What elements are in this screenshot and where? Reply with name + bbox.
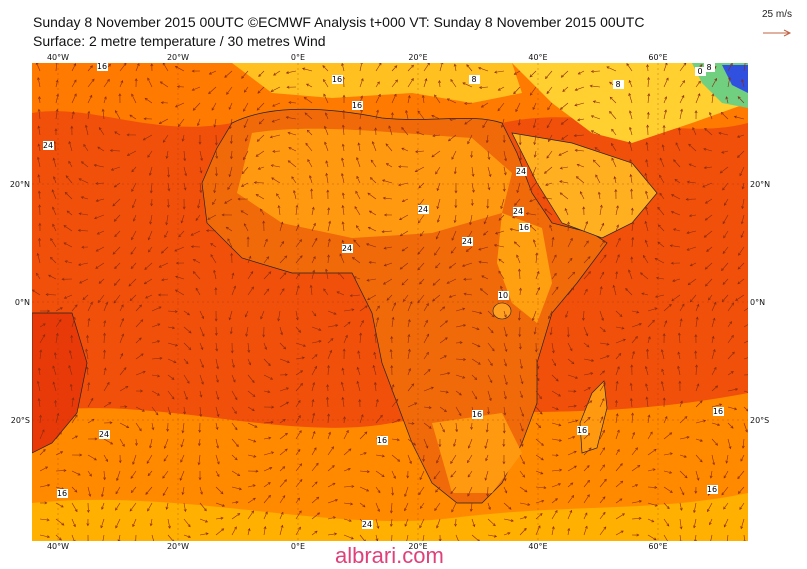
contour-label: 24 — [513, 207, 523, 216]
title-line-2: Surface: 2 metre temperature / 30 metres… — [33, 33, 326, 49]
lat-labels-right: 20°N 0°N 20°S — [750, 180, 770, 425]
lon-label-top: 40°E — [528, 53, 547, 62]
lat-label-left: 20°N — [10, 180, 30, 189]
wind-arrow-head — [749, 323, 751, 325]
wind-arrow-head — [726, 542, 728, 544]
lake-victoria — [493, 303, 511, 319]
lon-label-bottom: 40°W — [47, 542, 69, 551]
lon-label-bottom: 0°E — [291, 542, 305, 551]
lat-label-right: 20°N — [750, 180, 770, 189]
lon-label-top: 20°W — [167, 53, 189, 62]
wind-arrow-head — [751, 373, 753, 375]
lat-label-right: 0°N — [750, 298, 765, 307]
contour-label: 10 — [498, 291, 508, 300]
title-line-1: Sunday 8 November 2015 00UTC ©ECMWF Anal… — [33, 14, 644, 30]
contour-label: 16 — [377, 436, 387, 445]
wind-arrow-head — [457, 541, 459, 543]
contour-label: 24 — [362, 520, 372, 529]
contour-label: 8 — [706, 63, 711, 72]
lat-label-left: 20°S — [11, 416, 30, 425]
contour-label: 0 — [697, 67, 702, 76]
contour-label: 16 — [707, 485, 717, 494]
contour-label: 16 — [97, 62, 107, 71]
lat-label-left: 0°N — [15, 298, 30, 307]
contour-label: 16 — [352, 101, 362, 110]
wind-arrow-head — [748, 356, 750, 358]
contour-label: 16 — [57, 489, 67, 498]
contour-label: 16 — [713, 407, 723, 416]
contour-label: 8 — [615, 80, 620, 89]
lon-label-top: 60°E — [648, 53, 667, 62]
wind-arrow-head — [153, 542, 155, 544]
contour-label: 24 — [342, 244, 352, 253]
contour-label: 24 — [99, 430, 109, 439]
contour-label: 16 — [472, 410, 482, 419]
lon-label-bottom: 20°W — [167, 542, 189, 551]
weather-map: 16 16 16 24 24 24 24 24 24 16 10 16 16 16 24 24 16 16 16 8 8… — [32, 63, 748, 541]
lat-label-right: 20°S — [750, 416, 769, 425]
contour-label: 16 — [519, 223, 529, 232]
lon-label-top: 40°W — [47, 53, 69, 62]
wind-arrow-head — [750, 338, 752, 340]
wind-arrow-head — [135, 541, 137, 543]
wind-arrow-head — [709, 542, 711, 544]
wind-scale-arrow-icon — [762, 28, 792, 38]
watermark: albrari.com — [335, 543, 444, 569]
wind-arrow-head — [101, 542, 103, 544]
contour-label: 16 — [332, 75, 342, 84]
contour-label: 24 — [516, 167, 526, 176]
wind-arrow-head — [751, 392, 753, 394]
contour-label: 24 — [43, 141, 53, 150]
lon-label-top: 20°E — [408, 53, 427, 62]
wind-arrow-head — [87, 543, 89, 545]
contour-label: 24 — [462, 237, 472, 246]
contour-label: 16 — [577, 426, 587, 435]
lat-labels-left: 20°N 0°N 20°S — [10, 180, 30, 425]
contour-label: 24 — [418, 205, 428, 214]
lon-labels-top: 40°W 20°W 0°E 20°E 40°E 60°E — [47, 53, 668, 62]
lon-label-top: 0°E — [291, 53, 305, 62]
lon-label-bottom: 60°E — [648, 542, 667, 551]
contour-label: 8 — [471, 75, 476, 84]
wind-scale-label: 25 m/s — [762, 9, 792, 20]
lon-label-bottom: 40°E — [528, 542, 547, 551]
